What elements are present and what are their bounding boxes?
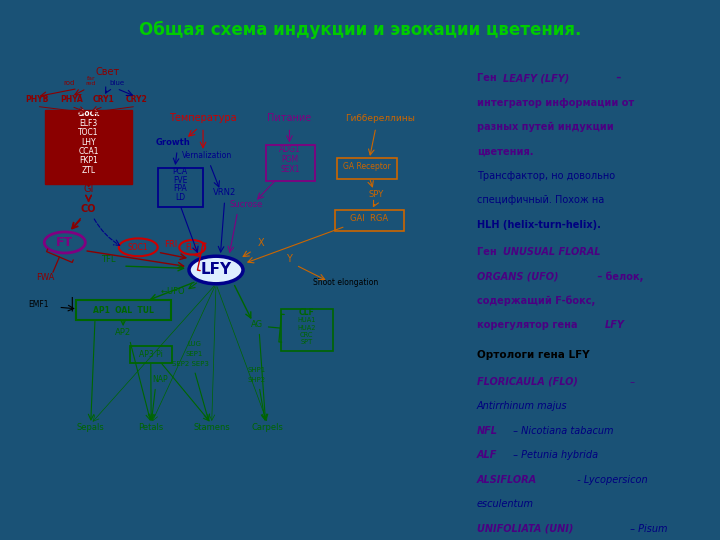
Text: Shoot elongation: Shoot elongation [313,278,378,287]
Text: rod: rod [63,80,75,86]
Text: clock: clock [77,109,100,118]
Text: –: – [627,377,635,387]
Text: SEP2 SEP3: SEP2 SEP3 [171,361,209,367]
Text: PHYB: PHYB [25,94,48,104]
Text: FWA: FWA [36,273,55,282]
Text: AP2: AP2 [115,328,131,337]
Text: Свет: Свет [96,68,120,77]
Text: VRN2: VRN2 [213,188,236,198]
FancyBboxPatch shape [45,110,132,184]
Text: SHP2: SHP2 [248,377,266,383]
Text: SPT: SPT [300,339,313,345]
Text: GI: GI [84,184,94,194]
Text: Vernalization: Vernalization [182,151,233,160]
Text: HLH (helix-turn-helix).: HLH (helix-turn-helix). [477,220,600,230]
Text: Stamens: Stamens [193,423,230,433]
Text: разных путей индукции: разных путей индукции [477,122,613,132]
Text: – Nicotiana tabacum: – Nicotiana tabacum [510,426,614,436]
Text: Sepals: Sepals [77,423,104,433]
Text: FKP1: FKP1 [79,157,98,165]
Text: UNUSUAL FLORAL: UNUSUAL FLORAL [503,247,600,257]
Text: NFL: NFL [477,426,498,436]
Text: CRY1: CRY1 [93,94,114,104]
Text: интегратор информации от: интегратор информации от [477,98,634,107]
Text: LFY: LFY [200,262,232,278]
Text: содержащий F-бокс,: содержащий F-бокс, [477,296,595,306]
Text: Температура: Температура [169,113,237,123]
Text: Питание: Питание [267,113,312,123]
Text: Carpels: Carpels [252,423,284,433]
Text: AP3 Pi: AP3 Pi [139,350,163,359]
Text: – Pisum: – Pisum [627,524,667,534]
Text: ZTL: ZTL [81,166,96,175]
Text: SEP1: SEP1 [186,351,203,357]
Text: LD: LD [175,193,185,202]
Text: - Lycopersicon: - Lycopersicon [571,475,648,485]
Text: Petals: Petals [138,423,164,433]
Text: Гиббереллины: Гиббереллины [345,114,415,123]
Text: HUA2: HUA2 [297,325,316,330]
Text: PGM: PGM [282,155,299,164]
Text: –: – [613,73,621,83]
Text: ←UFO: ←UFO [161,287,185,296]
Text: SHP1: SHP1 [248,367,266,373]
Text: CRY2: CRY2 [125,94,147,104]
Text: CRC: CRC [300,332,313,338]
Text: корегулятор гена: корегулятор гена [477,320,581,330]
Text: LHY: LHY [81,138,96,147]
Text: LEAFY (LFY): LEAFY (LFY) [503,73,569,83]
Text: Ген: Ген [477,73,500,83]
Text: X: X [258,238,265,248]
Text: Antirrhinum majus: Antirrhinum majus [477,401,567,411]
Text: Ортологи гена LFY: Ортологи гена LFY [477,350,590,360]
Text: SEX1: SEX1 [281,165,300,174]
Text: PCA: PCA [173,167,188,177]
Text: blue: blue [109,80,125,86]
Text: AG: AG [251,320,263,329]
Text: PHYA: PHYA [60,94,83,104]
Text: ALSIFLORA: ALSIFLORA [477,475,537,485]
Text: FPA: FPA [174,184,187,193]
Text: FVE: FVE [173,176,187,185]
Text: CLF: CLF [299,308,315,318]
Text: CO: CO [81,204,96,214]
Text: – Petunia hybrida: – Petunia hybrida [510,450,598,460]
Text: ELF3: ELF3 [79,119,98,128]
Text: ORGANS (UFO): ORGANS (UFO) [477,272,558,281]
Text: FLC: FLC [185,243,199,252]
Text: Общая схема индукции и эвокации цветения.: Общая схема индукции и эвокации цветения… [139,21,581,39]
Text: SOC1: SOC1 [128,243,148,252]
Text: esculentum: esculentum [477,499,534,509]
Text: SPY: SPY [368,190,384,199]
Text: TFL: TFL [101,255,115,264]
Text: HUA1: HUA1 [297,318,316,323]
Text: цветения.: цветения. [477,146,534,157]
Text: LFY: LFY [605,320,625,330]
Text: ADG1: ADG1 [279,145,301,154]
Text: – белок,: – белок, [593,272,643,282]
Text: Y: Y [287,254,292,264]
Text: Sucrose: Sucrose [230,200,263,209]
Text: Growth: Growth [156,138,190,147]
Text: GAI  RGA: GAI RGA [351,214,388,223]
Text: LUG: LUG [187,341,202,347]
Text: AP1  OAL  TUL: AP1 OAL TUL [93,306,153,315]
Text: |: | [69,296,73,310]
Text: Ген: Ген [477,247,500,257]
Text: EMF1: EMF1 [29,300,49,309]
Text: ALF: ALF [477,450,498,460]
Text: Трансфактор, но довольно: Трансфактор, но довольно [477,171,615,181]
Text: FRI: FRI [164,240,177,249]
Text: FT: FT [56,236,73,249]
Text: CCA1: CCA1 [78,147,99,156]
Text: специфичный. Похож на: специфичный. Похож на [477,195,604,206]
Ellipse shape [189,256,243,284]
Text: far
red: far red [86,76,96,86]
Text: TOC1: TOC1 [78,128,99,137]
Text: NAP: NAP [152,375,168,384]
Text: UNIFOLIATA (UNI): UNIFOLIATA (UNI) [477,524,573,534]
Text: FLORICAULA (FLO): FLORICAULA (FLO) [477,377,577,387]
Text: GA Receptor: GA Receptor [343,162,391,171]
